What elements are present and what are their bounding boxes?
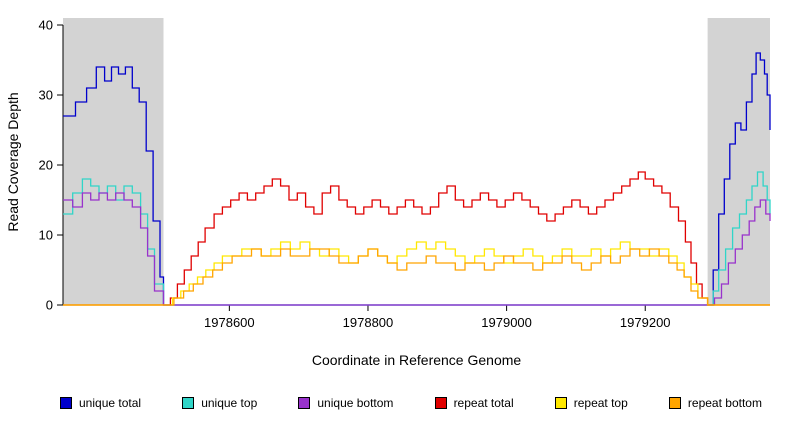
coverage-plot: 1978600 1978800 1979000 1979200 0 10 20 30 40 bbox=[39, 18, 771, 330]
legend-swatch-repeat-bottom bbox=[668, 397, 681, 409]
shaded-region-right bbox=[707, 18, 770, 305]
legend-swatch-repeat-top bbox=[554, 397, 567, 409]
legend-label-unique-total: unique total bbox=[79, 396, 142, 410]
y-tick-label: 20 bbox=[39, 158, 53, 173]
x-tick-label: 1979200 bbox=[620, 315, 671, 330]
legend-label-repeat-total: repeat total bbox=[453, 396, 514, 410]
shaded-region-left bbox=[63, 18, 164, 305]
series-repeat-top-line bbox=[63, 241, 770, 306]
y-tick-label: 30 bbox=[39, 88, 53, 103]
series-repeat-bottom-line bbox=[63, 248, 770, 306]
y-tick-label: 40 bbox=[39, 18, 53, 33]
series-unique-top-line bbox=[63, 171, 771, 306]
series-unique-total-line bbox=[63, 52, 771, 306]
legend-item-unique-top: unique top bbox=[182, 396, 257, 410]
legend-swatch-unique-top bbox=[182, 397, 195, 409]
x-tick-label: 1978600 bbox=[204, 315, 255, 330]
legend-item-repeat-total: repeat total bbox=[434, 396, 514, 410]
legend-item-unique-bottom: unique bottom bbox=[298, 396, 393, 410]
series-unique-bottom-line bbox=[63, 192, 771, 306]
legend-label-repeat-top: repeat top bbox=[573, 396, 628, 410]
legend: unique total unique top unique bottom repea… bbox=[60, 396, 762, 410]
legend-label-unique-bottom: unique bottom bbox=[317, 396, 394, 410]
y-tick-label: 0 bbox=[46, 298, 53, 313]
x-tick-label: 1978800 bbox=[343, 315, 394, 330]
legend-item-repeat-bottom: repeat bottom bbox=[668, 396, 762, 410]
legend-item-unique-total: unique total bbox=[60, 396, 141, 410]
legend-swatch-unique-bottom bbox=[298, 397, 311, 409]
legend-label-unique-top: unique top bbox=[201, 396, 258, 410]
legend-swatch-unique-total bbox=[60, 397, 72, 409]
y-tick-label: 10 bbox=[39, 228, 53, 243]
legend-swatch-repeat-total bbox=[434, 397, 447, 409]
legend-item-repeat-top: repeat top bbox=[554, 396, 628, 410]
legend-label-repeat-bottom: repeat bottom bbox=[687, 396, 762, 410]
y-axis-title: Read Coverage Depth bbox=[5, 92, 21, 232]
x-axis-title: Coordinate in Reference Genome bbox=[311, 352, 522, 368]
x-tick-label: 1979000 bbox=[481, 315, 532, 330]
series-repeat-total-line bbox=[63, 171, 770, 306]
